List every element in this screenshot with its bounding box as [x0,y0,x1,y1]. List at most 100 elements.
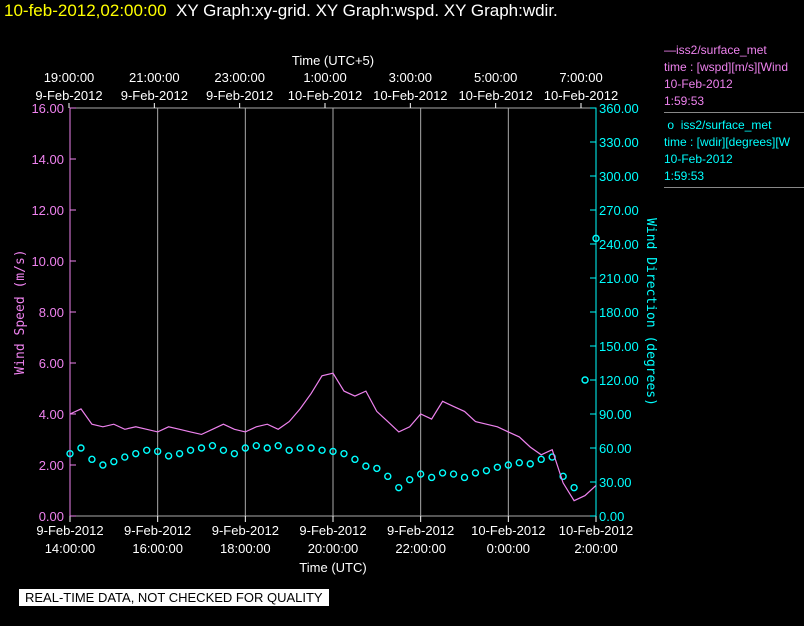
right-tick-label: 0.00 [599,509,624,524]
wdir-point [340,449,348,458]
top-tick-time: 21:00:00 [129,70,180,85]
wdir-point [329,447,337,456]
bottom-tick-time: 0:00:00 [487,541,530,556]
wdir-point [296,444,304,452]
wdir-point [230,449,239,458]
wdir-point [208,442,217,450]
wdir-point [66,449,74,458]
legend-wspd-source: iss2/surface_met [676,43,767,57]
wdir-point [164,452,173,460]
wdir-point [471,469,480,477]
bottom-tick-time: 14:00:00 [45,541,96,556]
wdir-point [186,446,195,454]
left-tick-label: 6.00 [39,356,64,371]
wdir-point [384,472,392,481]
wdir-point [460,473,469,482]
header-timestamp: 10-feb-2012,02:00:00 [4,1,167,20]
top-tick-time: 5:00:00 [474,70,517,85]
bottom-tick-date: 9-Feb-2012 [387,523,454,538]
left-tick-label: 0.00 [39,509,64,524]
right-tick-label: 330.00 [599,135,639,150]
wdir-point [504,461,513,469]
legend-entry-wdir: o iss2/surface_met time : [wdir][degrees… [664,117,804,188]
bottom-axis-ticks: 9-Feb-2012 14:00:00 9-Feb-2012 16:00:00 9-Fe… [36,516,633,556]
wdir-point [132,449,140,458]
right-tick-label: 60.00 [599,441,632,456]
top-tick-time: 19:00:00 [44,70,95,85]
wdir-point [427,473,436,482]
right-tick-label: 300.00 [599,169,639,184]
top-tick-date: 9-Feb-2012 [35,88,102,103]
bottom-tick-time: 2:00:00 [574,541,617,556]
legend-wdir-date: 10-Feb-2012 [664,152,733,166]
wdir-point [493,463,502,471]
top-tick-date: 10-Feb-2012 [544,88,618,103]
bottom-tick-time: 16:00:00 [132,541,183,556]
header-title: 10-feb-2012,02:00:00 XY Graph:xy-grid. X… [4,1,558,21]
left-tick-label: 2.00 [39,458,64,473]
legend-wspd-field: time : [wspd][m/s][Wind [664,60,789,74]
legend-wdir-source: iss2/surface_met [680,118,772,132]
legend-wspd-date: 10-Feb-2012 [664,77,733,91]
header-graphs: XY Graph:xy-grid. XY Graph:wspd. XY Grap… [176,1,558,20]
bottom-tick-date: 9-Feb-2012 [36,523,103,538]
bottom-tick-time: 18:00:00 [220,541,271,556]
right-tick-label: 270.00 [599,203,639,218]
right-tick-label: 180.00 [599,305,639,320]
bottom-tick-time: 20:00:00 [308,541,359,556]
wdir-point [416,470,425,478]
wdir-point [153,447,162,456]
wdir-point [143,446,151,454]
top-tick-date: 10-Feb-2012 [458,88,532,103]
wdir-point [110,457,118,466]
left-tick-label: 14.00 [31,152,64,167]
wdir-point [285,446,293,454]
right-tick-label: 150.00 [599,339,639,354]
wdir-point [88,455,96,464]
wdir-point [219,446,228,454]
left-axis-title: Wind Speed (m/s) [13,249,28,374]
wdir-point [449,470,458,478]
right-tick-label: 120.00 [599,373,639,388]
wdir-point [515,459,523,467]
wdir-point [263,444,271,452]
wdir-point [482,466,491,475]
wdir-point [175,449,184,458]
top-tick-time: 7:00:00 [559,70,602,85]
wdir-point [406,476,414,484]
left-tick-label: 8.00 [39,305,64,320]
legend-entry-wspd: —iss2/surface_met time : [wspd][m/s][Win… [664,42,804,113]
legend-wdir-field: time : [wdir][degrees][W [664,135,791,149]
wdir-point [526,460,534,468]
right-tick-label: 360.00 [599,101,639,116]
wdir-point [241,444,250,452]
quality-notice: REAL-TIME DATA, NOT CHECKED FOR QUALITY [19,589,329,606]
right-tick-label: 210.00 [599,271,639,286]
right-tick-label: 30.00 [599,475,632,490]
bottom-tick-date: 9-Feb-2012 [124,523,191,538]
legend: —iss2/surface_met time : [wspd][m/s][Win… [664,42,804,188]
bottom-tick-date: 10-Feb-2012 [559,523,633,538]
wdir-point [592,234,600,243]
wdir-point [362,462,370,470]
bottom-tick-date: 9-Feb-2012 [299,523,366,538]
left-tick-label: 10.00 [31,254,64,269]
left-tick-label: 16.00 [31,101,64,116]
legend-wspd-symbol: — [664,43,676,57]
top-axis-title: Time (UTC+5) [292,53,374,68]
wdir-point [438,469,447,477]
left-tick-label: 4.00 [39,407,64,422]
wdir-point [197,444,206,452]
wdir-point [252,442,260,450]
wdir-point [121,453,129,461]
top-tick-time: 1:00:00 [303,70,346,85]
legend-wspd-time: 1:59:53 [664,94,705,108]
left-tick-label: 12.00 [31,203,64,218]
wdir-point [351,455,359,464]
wdir-point [395,483,403,492]
legend-wdir-time: 1:59:53 [664,169,705,183]
legend-wdir-symbol: o [667,118,675,132]
right-axis-title: Wind Direction (degrees) [643,218,658,406]
top-tick-time: 3:00:00 [389,70,432,85]
